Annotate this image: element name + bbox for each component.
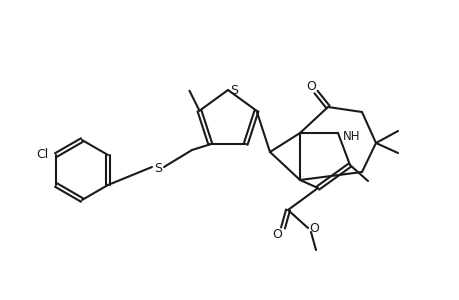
Text: O: O [271, 229, 281, 242]
Text: S: S [230, 83, 237, 97]
Text: O: O [305, 80, 315, 92]
Text: Cl: Cl [36, 148, 48, 161]
Text: O: O [308, 223, 318, 236]
Text: NH: NH [342, 130, 360, 142]
Text: S: S [154, 161, 162, 175]
